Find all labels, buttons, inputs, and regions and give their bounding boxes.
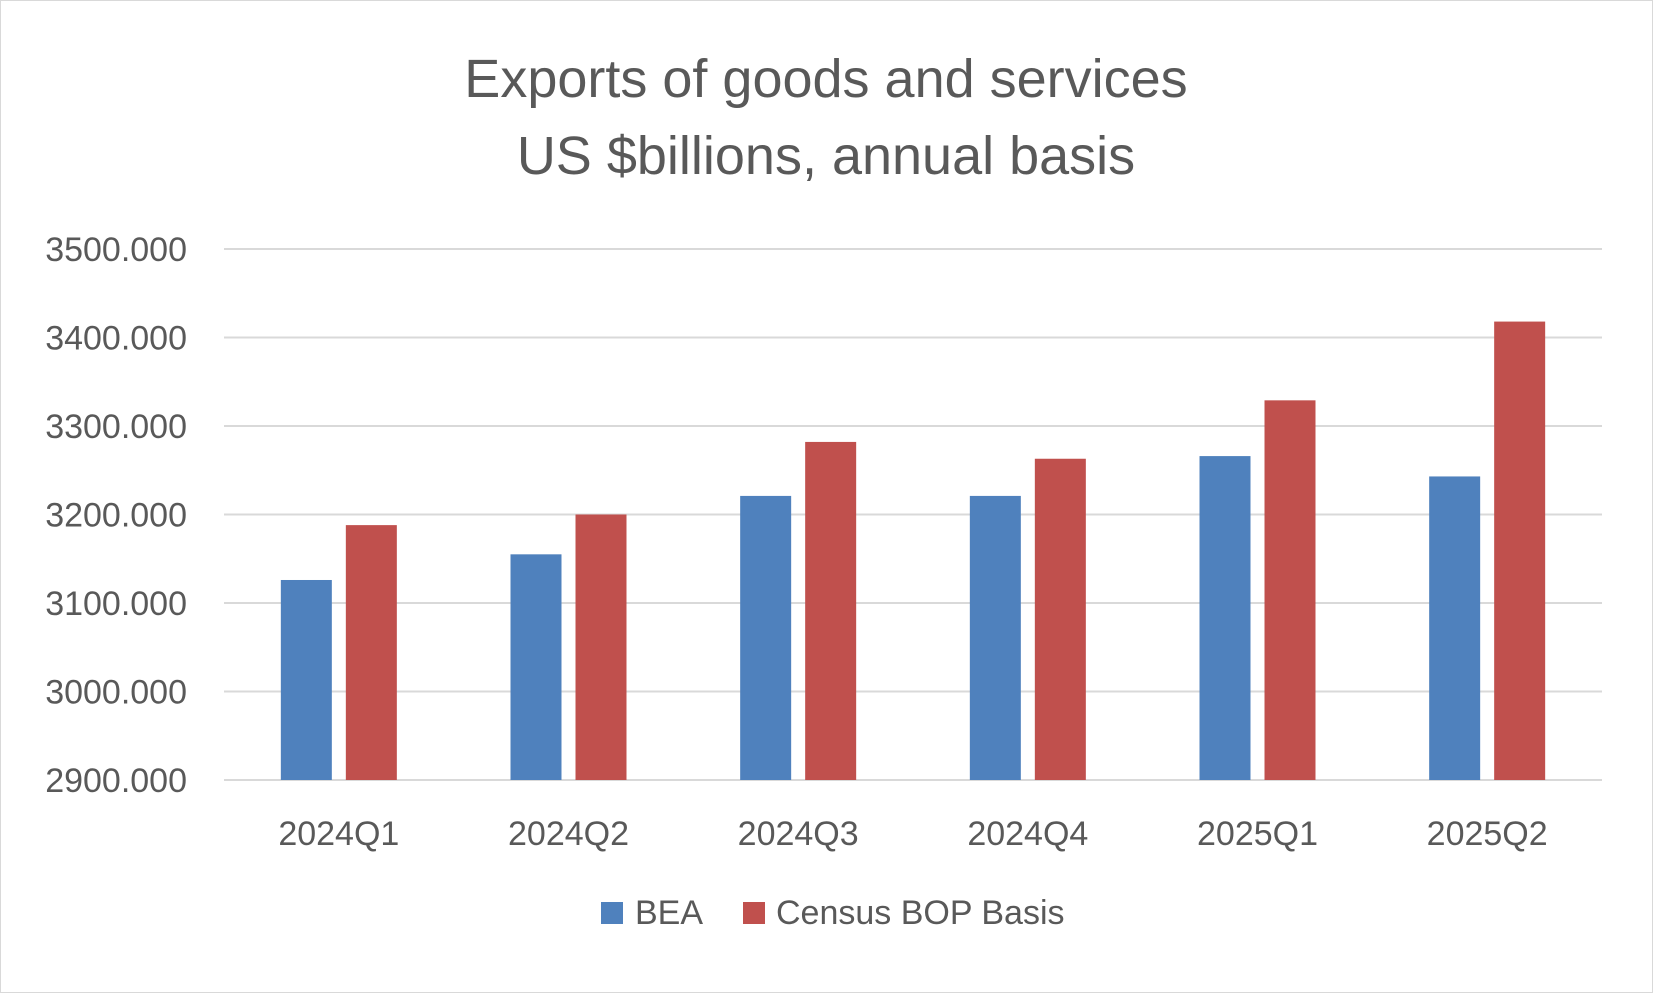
bar-bea-2024q3 <box>740 495 792 780</box>
bar-census-bop-basis-2024q2 <box>575 514 627 780</box>
y-axis-tick-labels: 2900.000 3000.000 3100.000 3200.000 3300.000… <box>45 231 187 800</box>
x-tick-label-2024q3: 2024Q3 <box>738 815 859 853</box>
bar-census-bop-basis-2024q3 <box>805 441 857 780</box>
legend-swatch-bea <box>601 902 623 924</box>
chart-title: Exports of goods and services US $billio… <box>464 49 1187 186</box>
chart-title-line-2: US $billions, annual basis <box>517 126 1135 186</box>
bar-census-bop-basis-2024q4 <box>1034 458 1086 780</box>
y-tick-label-0: 2900.000 <box>45 762 187 800</box>
y-tick-label-5: 3400.000 <box>45 320 187 358</box>
bar-census-bop-basis-2025q2 <box>1494 321 1546 780</box>
x-tick-label-2024q2: 2024Q2 <box>508 815 629 853</box>
bar-census-bop-basis-2025q1 <box>1264 400 1316 780</box>
x-tick-label-2025q1: 2025Q1 <box>1197 815 1318 853</box>
bar-bea-2024q4 <box>969 495 1021 780</box>
bar-bea-2024q2 <box>510 554 562 780</box>
x-axis-tick-labels: 2024Q1 2024Q2 2024Q3 2024Q4 2025Q1 2025Q2 <box>278 815 1547 853</box>
y-tick-label-4: 3300.000 <box>45 408 187 446</box>
y-tick-label-6: 3500.000 <box>45 231 187 269</box>
x-tick-label-2024q1: 2024Q1 <box>278 815 399 853</box>
legend-label-bea: BEA <box>635 894 703 932</box>
x-tick-label-2024q4: 2024Q4 <box>967 815 1088 853</box>
y-tick-label-3: 3200.000 <box>45 497 187 535</box>
bar-bea-2024q1 <box>280 579 332 780</box>
gridlines <box>224 248 1602 781</box>
bars <box>280 321 1546 780</box>
legend: BEA Census BOP Basis <box>601 894 1065 932</box>
bar-census-bop-basis-2024q1 <box>345 525 397 780</box>
y-tick-label-2: 3100.000 <box>45 585 187 623</box>
bar-bea-2025q2 <box>1429 476 1481 780</box>
legend-swatch-census-bop-basis <box>743 902 765 924</box>
bar-bea-2025q1 <box>1199 456 1251 780</box>
chart-title-line-1: Exports of goods and services <box>464 49 1187 109</box>
legend-label-census-bop-basis: Census BOP Basis <box>776 894 1065 932</box>
x-tick-label-2025q2: 2025Q2 <box>1427 815 1548 853</box>
y-tick-label-1: 3000.000 <box>45 674 187 712</box>
